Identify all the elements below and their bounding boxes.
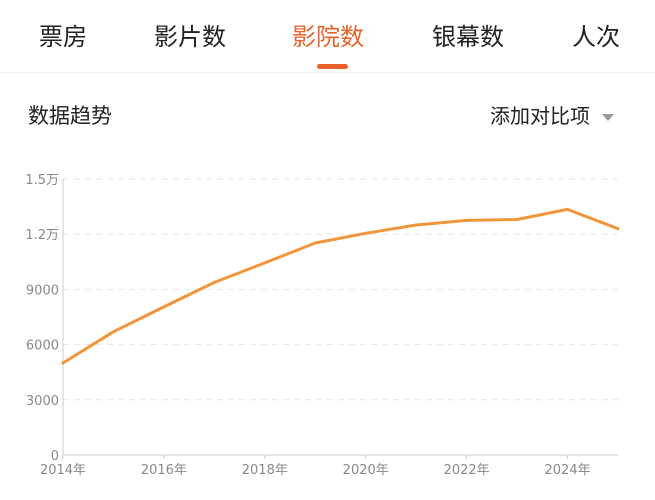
y-tick-label: 6000 [26,339,59,354]
data-point [313,241,317,245]
add-comparison-dropdown[interactable]: 添加对比项 [490,101,614,131]
tab-box-office[interactable]: 票房 [39,23,87,51]
data-point [212,280,216,284]
y-tick-label: 0 [51,449,59,464]
section-title: 数据趋势 [28,104,112,128]
y-tick-label: 9000 [26,283,59,298]
data-point [414,223,418,227]
trend-line-chart: 0 3000 6000 9000 1.2万 1.5万 2014年 2016年 2018年 2020… [25,173,620,478]
x-tick-label: 2016年 [141,463,187,478]
data-point [465,218,469,222]
tab-attendance[interactable]: 人次 [572,23,620,51]
data-point [566,207,570,211]
data-point [61,361,65,365]
data-point [515,217,519,221]
data-point [111,330,115,334]
x-tick-label: 2014年 [40,463,86,478]
y-tick-label: 1.2万 [25,228,59,243]
data-point [162,305,166,309]
metric-tabs: 票房 影片数 影院数 银幕数 人次 [0,0,655,73]
data-point [616,227,620,231]
data-point [263,261,267,265]
x-tick-label: 2022年 [444,463,490,478]
chevron-down-icon [602,114,614,121]
y-tick-label: 1.5万 [25,173,59,188]
x-tick-label: 2024年 [544,463,590,478]
x-tick-label: 2020年 [343,463,389,478]
active-tab-indicator [317,64,348,69]
x-tick-label: 2018年 [242,463,288,478]
data-point [364,231,368,235]
add-comparison-label: 添加对比项 [490,104,590,128]
tab-cinema-count[interactable]: 影院数 [292,23,364,51]
y-tick-label: 3000 [26,394,59,409]
tab-screen-count[interactable]: 银幕数 [432,23,504,51]
series-line [61,207,620,365]
tab-film-count[interactable]: 影片数 [154,23,226,51]
